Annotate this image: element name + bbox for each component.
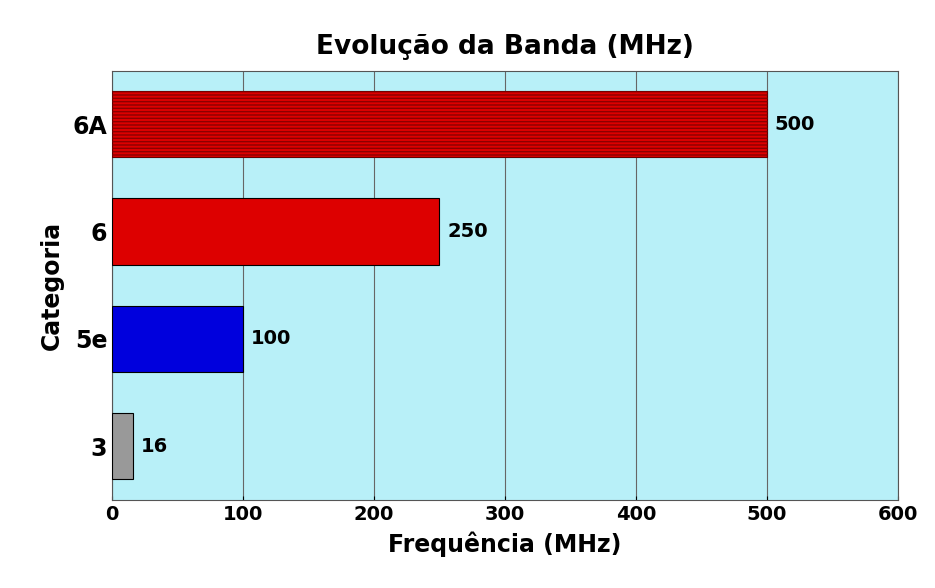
- X-axis label: Frequência (MHz): Frequência (MHz): [388, 532, 622, 557]
- Bar: [112, 91, 767, 158]
- Text: 100: 100: [251, 329, 292, 348]
- Y-axis label: Categoria: Categoria: [40, 220, 65, 350]
- Title: Evolução da Banda (MHz): Evolução da Banda (MHz): [316, 34, 694, 60]
- Bar: [112, 198, 439, 265]
- Bar: [112, 91, 767, 158]
- Bar: [112, 413, 133, 479]
- Bar: [112, 306, 243, 372]
- Text: 250: 250: [447, 222, 488, 241]
- Text: 500: 500: [774, 115, 815, 133]
- Text: 16: 16: [141, 437, 168, 456]
